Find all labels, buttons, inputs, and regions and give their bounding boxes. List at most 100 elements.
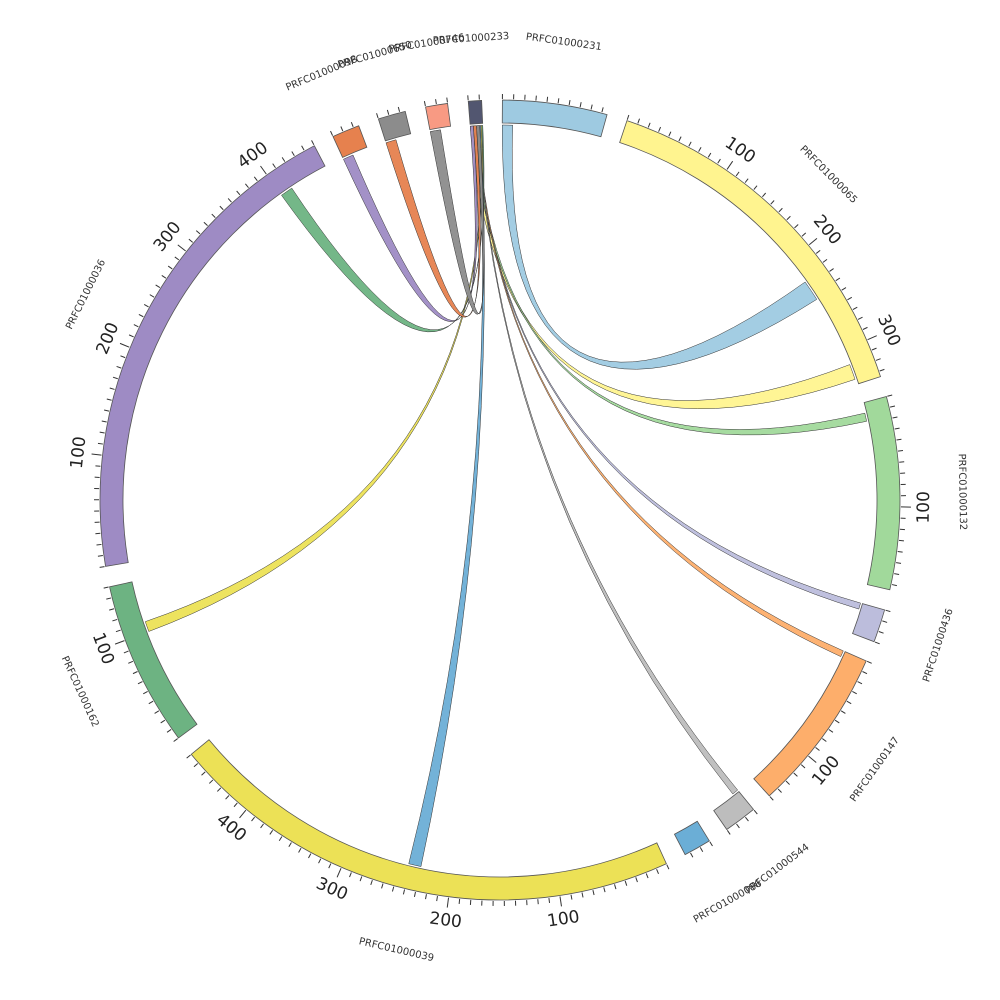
tick-PRFC01000162-50: [143, 690, 148, 695]
tick-PRFC01000036-200: [119, 342, 130, 348]
tick-label-PRFC01000065-300: 300: [873, 312, 904, 350]
tick-PRFC01000039-230: [413, 891, 416, 897]
tick-PRFC01000098-0: [330, 130, 334, 136]
tick-PRFC01000065-190: [801, 232, 807, 237]
tick-PRFC01000039-470: [186, 754, 191, 759]
ribbon-PRFC01000233-PRFC01000147: [476, 125, 844, 657]
tick-PRFC01000065-140: [762, 192, 767, 198]
tick-PRFC01000039-80: [581, 892, 584, 898]
segment-PRFC01000231: [501, 99, 608, 138]
tick-PRFC01000065-290: [862, 326, 868, 330]
tick-PRFC01000036-150: [106, 398, 112, 401]
tick-PRFC01000039-70: [592, 889, 595, 896]
tick-PRFC01000147-110: [800, 764, 806, 769]
segment-label-PRFC01000436: PRFC01000436: [921, 607, 956, 683]
tick-label-PRFC01000036-200: 200: [93, 320, 124, 358]
chord-segments: [99, 99, 901, 901]
tick-PRFC01000039-380: [260, 823, 264, 829]
tick-PRFC01000147-130: [785, 780, 790, 785]
tick-label-PRFC01000036-400: 400: [234, 138, 272, 173]
tick-PRFC01000036-360: [227, 198, 232, 203]
tick-PRFC01000036-350: [219, 205, 224, 211]
tick-PRFC01000132-130: [898, 539, 904, 542]
tick-PRFC01000065-160: [778, 207, 783, 213]
tick-PRFC01000036-0: [99, 566, 105, 568]
segment-PRFC01000162: [109, 581, 198, 739]
tick-PRFC01000065-90: [717, 158, 721, 164]
tick-PRFC01000086-20: [690, 852, 694, 858]
segment-PRFC01000098: [332, 125, 368, 158]
tick-PRFC01000132-170: [891, 584, 897, 587]
tick-PRFC01000039-90: [570, 894, 573, 900]
tick-PRFC01000147-90: [815, 747, 820, 751]
tick-PRFC01000147-30: [852, 691, 857, 695]
segment-label-PRFC01000065: PRFC01000065: [797, 144, 859, 206]
segment-label-PRFC01000231: PRFC01000231: [525, 32, 602, 53]
tick-PRFC01000231-50: [557, 98, 560, 104]
tick-PRFC01000065-100: [726, 160, 734, 170]
tick-PRFC01000039-220: [425, 894, 427, 900]
tick-PRFC01000086-10: [699, 847, 704, 853]
tick-PRFC01000065-330: [879, 368, 885, 372]
tick-label-PRFC01000147-100: 100: [808, 752, 844, 790]
tick-PRFC01000036-430: [291, 151, 295, 156]
tick-PRFC01000036-390: [253, 176, 258, 182]
tick-PRFC01000065-40: [668, 131, 672, 137]
tick-PRFC01000036-270: [161, 275, 167, 279]
tick-PRFC01000036-320: [195, 230, 201, 235]
tick-PRFC01000039-300: [336, 867, 342, 878]
tick-PRFC01000036-340: [211, 213, 216, 218]
tick-PRFC01000039-0: [666, 864, 670, 870]
tick-PRFC01000065-70: [698, 147, 702, 152]
tick-PRFC01000036-140: [103, 409, 110, 412]
ribbon-PRFC01000233-PRFC01000039: [408, 125, 485, 867]
tick-PRFC01000231-60: [568, 99, 571, 106]
tick-PRFC01000162-120: [112, 618, 118, 622]
tick-PRFC01000086-0: [709, 841, 713, 847]
tick-PRFC01000036-160: [109, 387, 115, 390]
tick-PRFC01000065-80: [707, 152, 712, 158]
tick-PRFC01000147-120: [793, 772, 798, 777]
tick-PRFC01000544-0: [753, 809, 758, 815]
tick-PRFC01000162-70: [132, 671, 138, 675]
tick-PRFC01000544-20: [736, 823, 740, 829]
tick-PRFC01000132-140: [897, 551, 903, 553]
tick-PRFC01000036-420: [281, 157, 286, 162]
tick-PRFC01000065-0: [626, 114, 630, 120]
tick-PRFC01000147-0: [866, 660, 872, 664]
tick-PRFC01000039-50: [614, 884, 617, 890]
tick-PRFC01000147-20: [857, 681, 863, 685]
tick-PRFC01000231-70: [579, 102, 582, 108]
tick-PRFC01000065-120: [744, 178, 749, 183]
tick-PRFC01000132-0: [887, 394, 893, 397]
tick-label-PRFC01000065-100: 100: [721, 133, 759, 168]
tick-PRFC01000039-440: [208, 779, 214, 784]
tick-PRFC01000065-210: [815, 249, 821, 254]
segment-PRFC01000746: [425, 103, 452, 131]
ribbon-PRFC01000233-PRFC01000162: [144, 125, 483, 632]
tick-PRFC01000544-30: [726, 830, 731, 835]
tick-label-PRFC01000065-200: 200: [809, 211, 845, 249]
tick-PRFC01000065-280: [857, 316, 863, 320]
chord-labels: PRFC01000231 PRFC01000065 PRFC01000132 PRFC…: [59, 31, 968, 964]
ribbon-PRFC01000231-PRFC01000065: [501, 124, 818, 370]
tick-PRFC01000036-220: [133, 324, 139, 328]
tick-PRFC01000436-10: [882, 620, 888, 623]
tick-PRFC01000746-10: [435, 99, 437, 105]
tick-PRFC01000436-0: [885, 609, 891, 613]
tick-PRFC01000039-360: [278, 836, 283, 842]
tick-PRFC01000231-40: [546, 96, 549, 102]
tick-PRFC01000147-70: [828, 729, 834, 733]
tick-PRFC01000039-390: [251, 816, 255, 822]
chord-ticks: 100 200 300 100 100 100 200 300 400 100 100 200 300 4…: [67, 94, 934, 932]
segment-label-PRFC01000162: PRFC01000162: [59, 655, 101, 729]
tick-PRFC01000036-10: [97, 555, 103, 557]
tick-PRFC01000147-10: [862, 671, 868, 675]
tick-PRFC01000162-110: [115, 629, 121, 633]
tick-PRFC01000039-100: [559, 896, 562, 907]
tick-PRFC01000065-230: [829, 268, 834, 272]
tick-PRFC01000162-140: [106, 597, 112, 600]
tick-PRFC01000036-380: [244, 183, 249, 188]
tick-PRFC01000036-120: [99, 431, 105, 434]
tick-PRFC01000036-300: [177, 244, 186, 252]
